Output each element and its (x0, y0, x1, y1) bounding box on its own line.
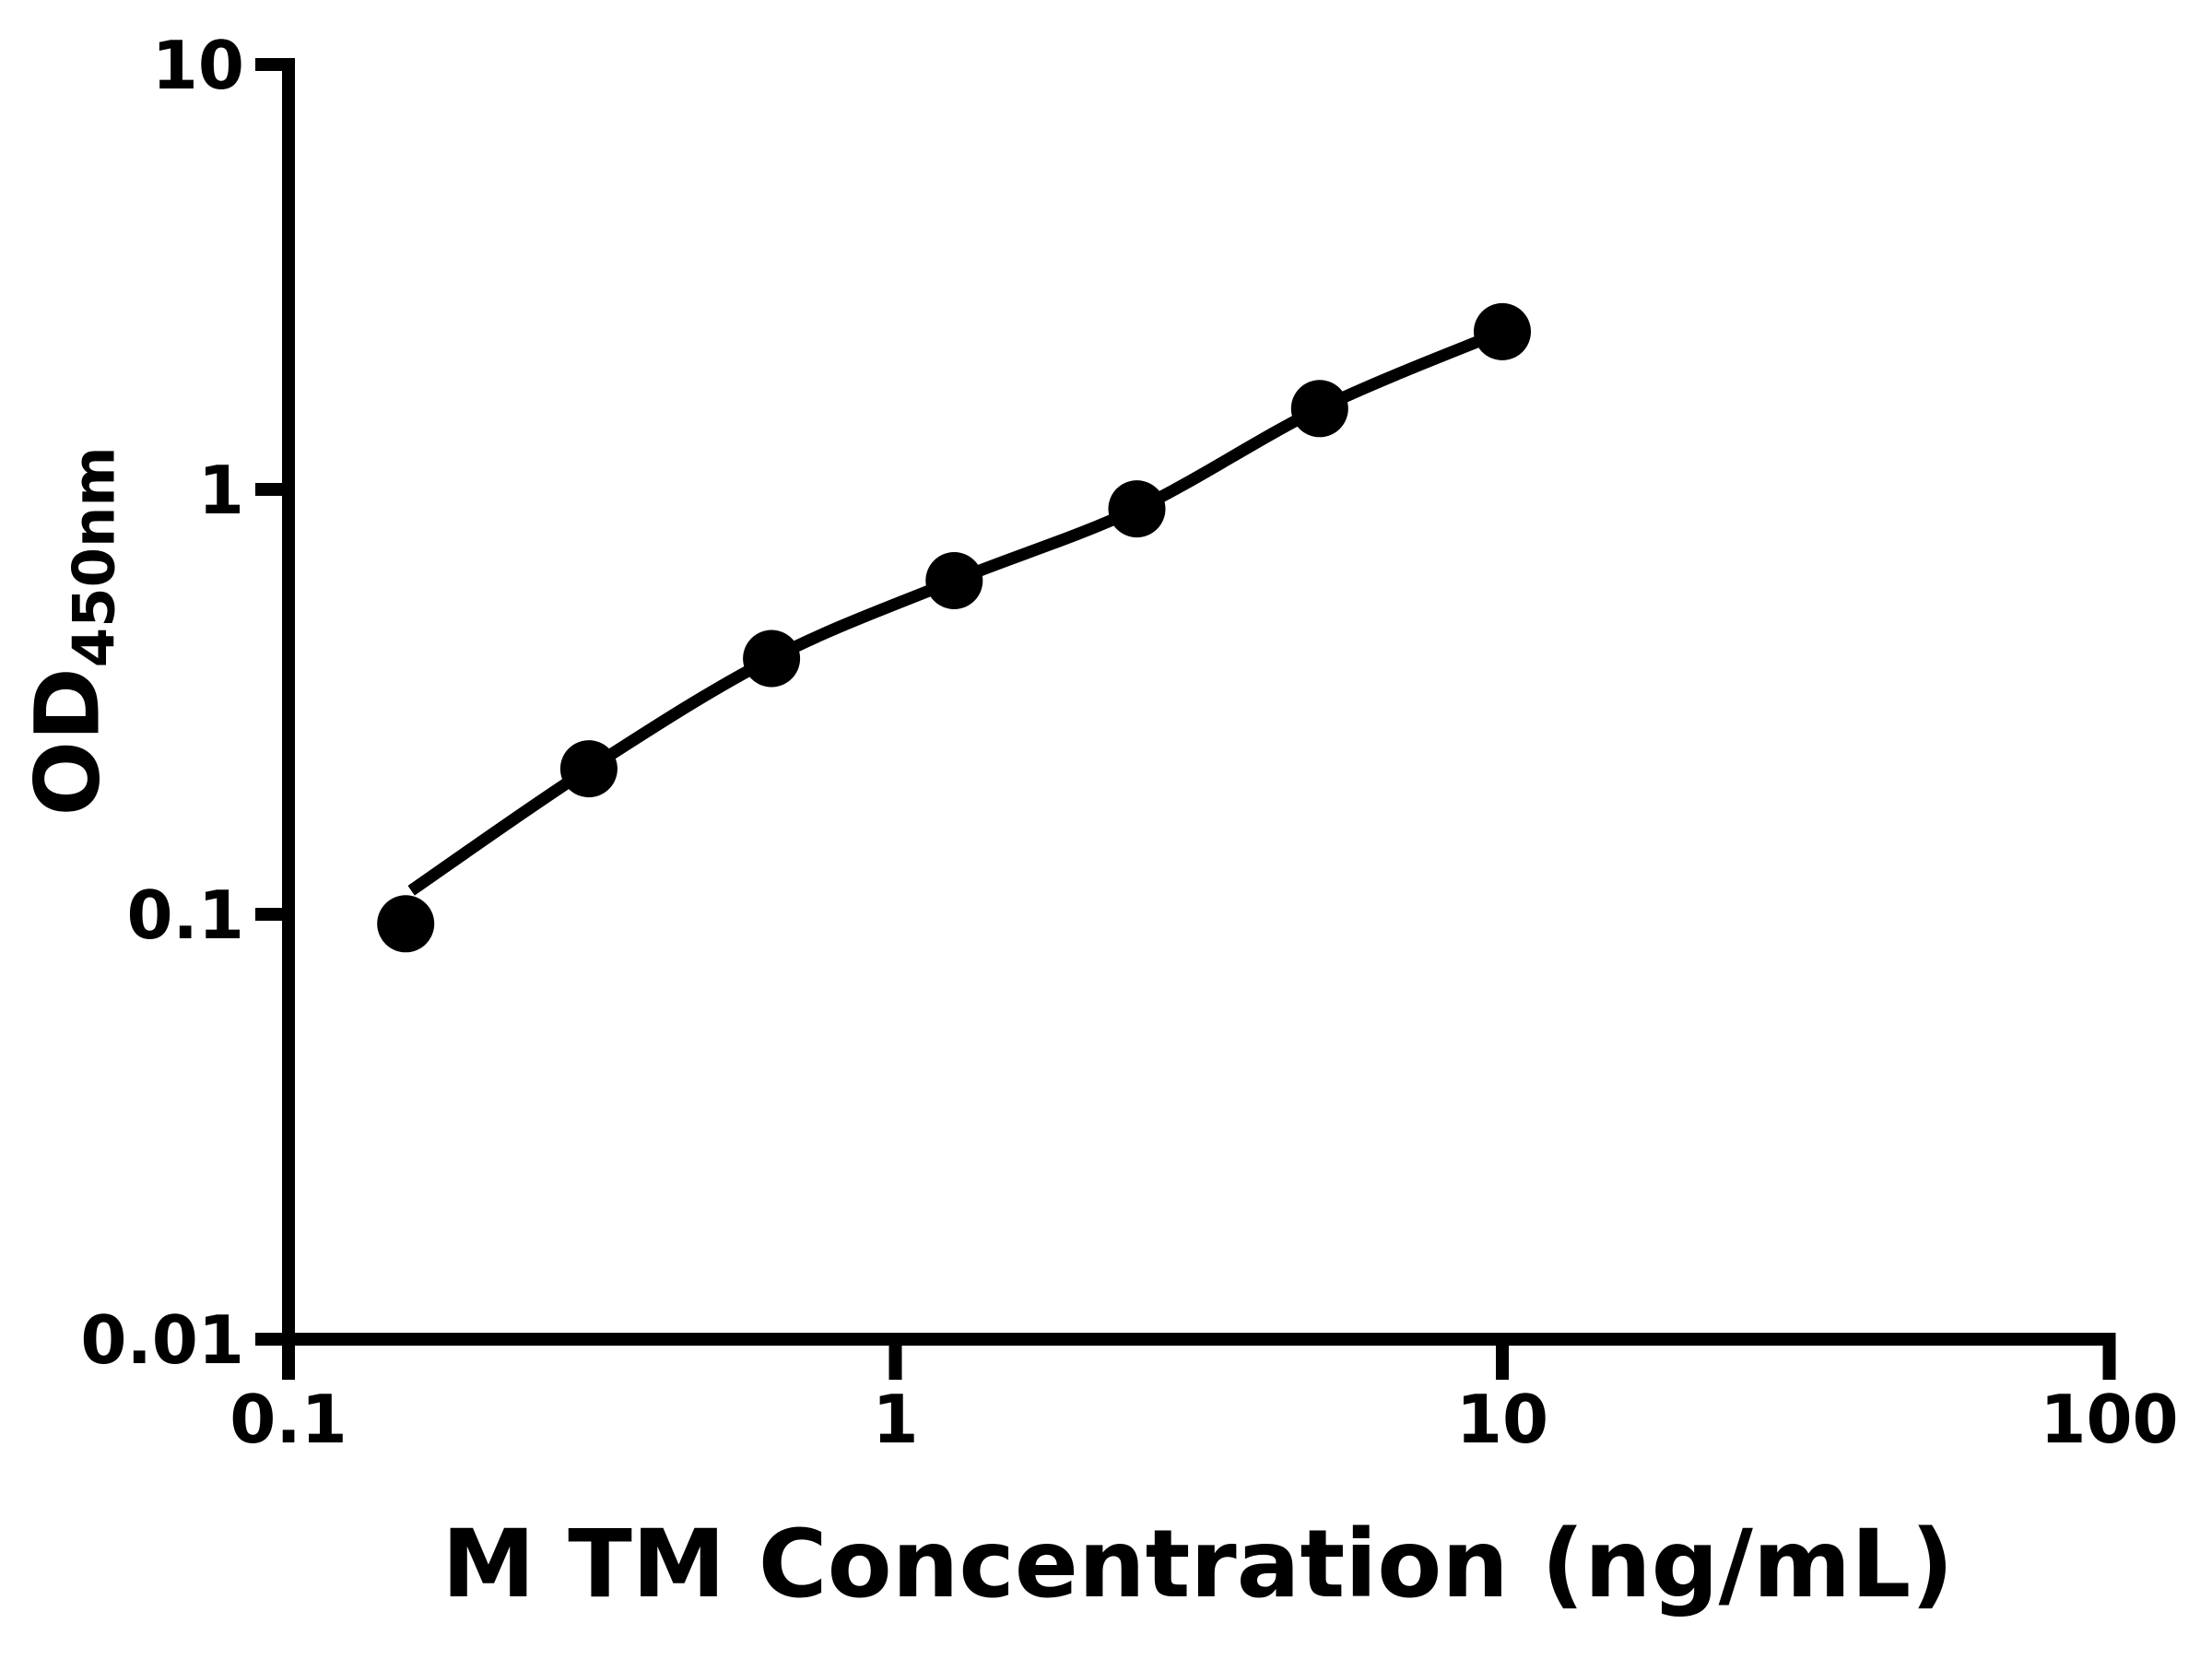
x-tick-label: 0.1 (229, 1381, 347, 1458)
y-tick-label: 0.1 (126, 877, 244, 954)
x-tick-label: 100 (2040, 1381, 2178, 1458)
y-axis-title-main: OD (16, 667, 120, 817)
data-point (743, 629, 801, 688)
x-tick-label: 10 (1456, 1381, 1548, 1458)
data-point (1108, 480, 1166, 538)
data-point (925, 552, 983, 609)
x-axis-title: M TM Concentration (ng/mL) (441, 1510, 1954, 1619)
data-point (1290, 380, 1348, 438)
y-axis-title: OD450nm (16, 447, 127, 817)
data-point (559, 740, 618, 798)
y-tick-label: 1 (198, 452, 244, 529)
x-tick-label: 1 (872, 1381, 918, 1458)
y-axis-title-subscript: 450nm (60, 446, 128, 668)
data-point (1474, 302, 1531, 360)
data-point (377, 895, 435, 953)
y-tick-label: 0.01 (80, 1301, 244, 1379)
y-tick-label: 10 (152, 27, 244, 104)
